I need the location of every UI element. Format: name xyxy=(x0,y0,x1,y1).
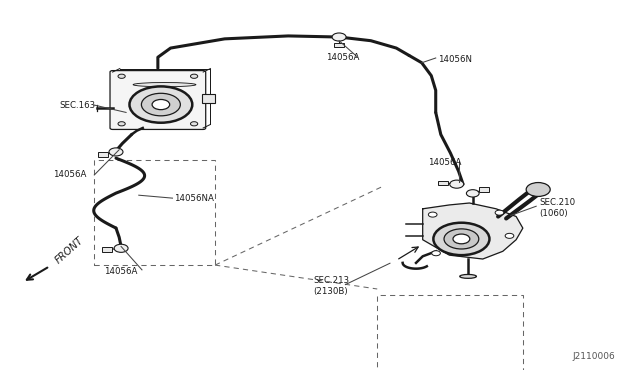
Circle shape xyxy=(432,251,440,256)
Circle shape xyxy=(428,212,437,217)
Circle shape xyxy=(526,183,550,196)
Circle shape xyxy=(433,223,490,255)
Text: 14056A: 14056A xyxy=(428,158,461,167)
Text: 14056A: 14056A xyxy=(53,170,86,179)
Text: 14056A: 14056A xyxy=(104,267,137,276)
Text: 14056N: 14056N xyxy=(438,55,472,64)
FancyBboxPatch shape xyxy=(202,94,215,103)
Circle shape xyxy=(444,229,479,249)
Circle shape xyxy=(118,74,125,78)
Circle shape xyxy=(114,244,128,252)
Ellipse shape xyxy=(460,275,476,278)
FancyBboxPatch shape xyxy=(334,43,344,47)
Circle shape xyxy=(191,74,198,78)
Circle shape xyxy=(332,33,346,41)
Circle shape xyxy=(191,122,198,126)
Text: 14056NA: 14056NA xyxy=(173,195,214,203)
Circle shape xyxy=(141,93,180,116)
Text: SEC.213
(2130B): SEC.213 (2130B) xyxy=(314,276,350,296)
Circle shape xyxy=(495,210,504,215)
Circle shape xyxy=(505,233,514,238)
Circle shape xyxy=(109,148,123,156)
Circle shape xyxy=(450,180,464,188)
Text: SEC.210
(1060): SEC.210 (1060) xyxy=(540,198,575,218)
FancyBboxPatch shape xyxy=(479,187,489,192)
FancyBboxPatch shape xyxy=(110,71,205,129)
Ellipse shape xyxy=(133,83,196,87)
Text: FRONT: FRONT xyxy=(53,235,85,265)
Circle shape xyxy=(129,86,192,123)
Circle shape xyxy=(453,234,470,244)
Polygon shape xyxy=(422,203,523,259)
FancyBboxPatch shape xyxy=(438,180,448,185)
FancyBboxPatch shape xyxy=(98,153,108,157)
Circle shape xyxy=(152,99,170,110)
Text: J2110006: J2110006 xyxy=(573,352,616,361)
Circle shape xyxy=(118,122,125,126)
Text: 14056A: 14056A xyxy=(326,53,360,62)
FancyBboxPatch shape xyxy=(102,247,113,252)
Circle shape xyxy=(467,190,479,197)
Text: SEC.163: SEC.163 xyxy=(60,100,95,110)
